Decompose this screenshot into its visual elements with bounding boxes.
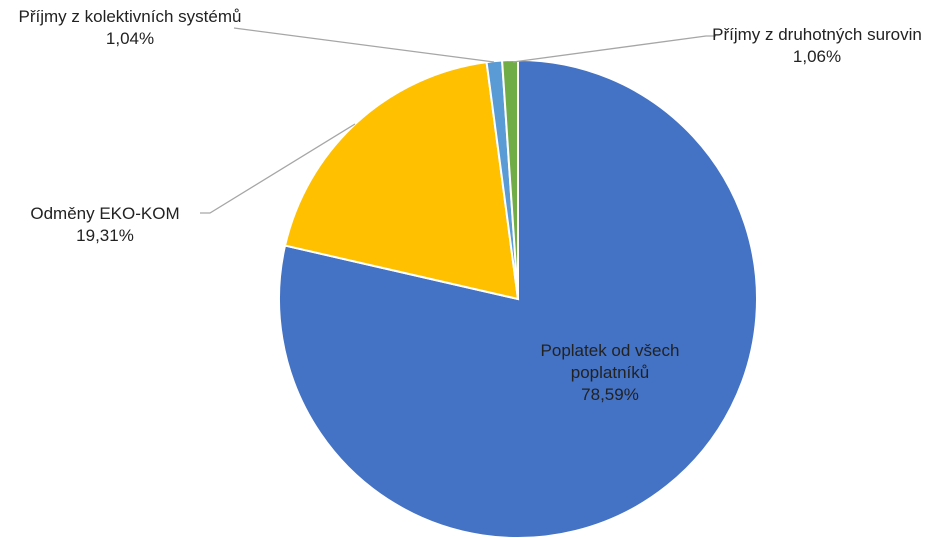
data-label: Odměny EKO-KOM 19,31% [0, 203, 210, 247]
label-value: 19,31% [76, 226, 134, 245]
pie-slice [501, 58, 519, 300]
pie-slice [278, 58, 758, 538]
pie-slice [283, 60, 520, 301]
label-value: 78,59% [581, 385, 639, 404]
data-label: Příjmy z kolektivních systémů 1,04% [15, 6, 245, 50]
data-label: Příjmy z druhotných surovin 1,06% [712, 24, 922, 68]
label-value: 1,06% [792, 47, 842, 66]
label-name: Odměny EKO-KOM [30, 204, 180, 223]
label-name: Příjmy z druhotných surovin [712, 25, 922, 44]
data-label: Poplatek od všech poplatníků 78,59% [500, 340, 720, 406]
label-name: Příjmy z kolektivních systémů [18, 7, 242, 26]
leader-line [233, 27, 495, 63]
leader-line [200, 123, 356, 214]
leader-line [512, 35, 716, 63]
label-name: Poplatek od všech poplatníků [540, 341, 680, 382]
label-value: 1,04% [105, 29, 155, 48]
